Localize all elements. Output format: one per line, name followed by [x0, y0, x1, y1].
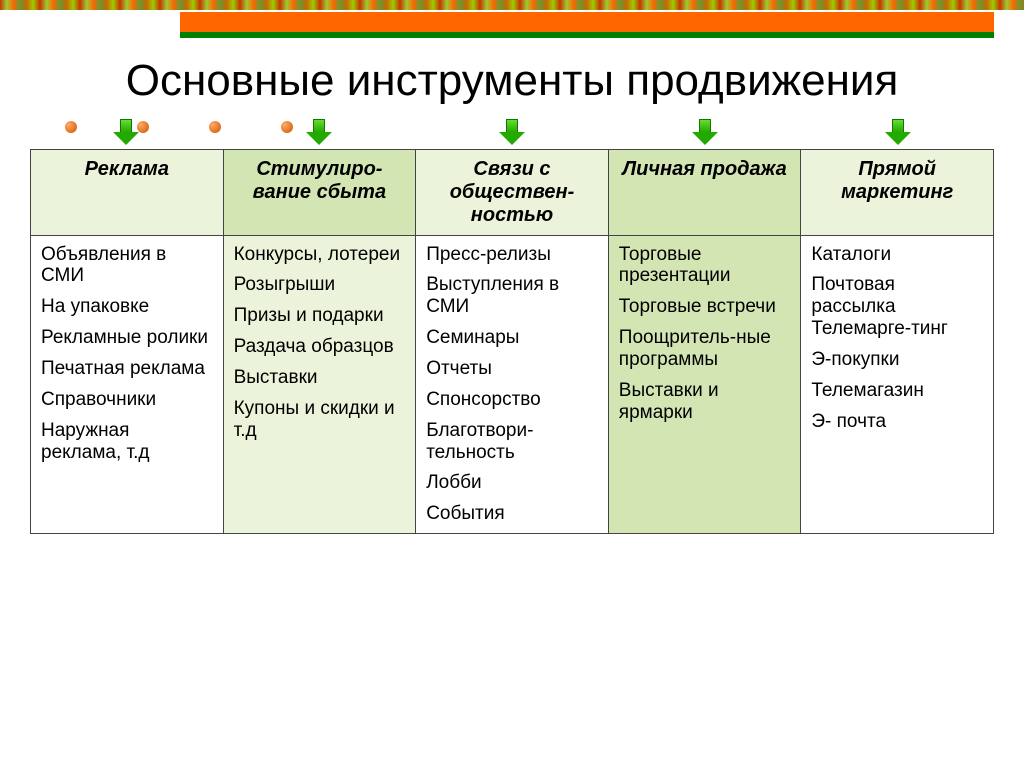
cell-item: На упаковке — [41, 296, 213, 318]
column-cell: Каталоги Почтовая рассылка Телемарге-тинг… — [801, 235, 994, 533]
down-arrow-icon — [499, 119, 525, 145]
cell-item: Спонсорство — [426, 389, 598, 411]
cell-item: Выставки и ярмарки — [619, 380, 791, 424]
down-arrow-icon — [306, 119, 332, 145]
bullet-icon — [209, 121, 221, 133]
cell-item: Справочники — [41, 389, 213, 411]
cell-item: Объявления в СМИ — [41, 244, 213, 288]
tools-table: РекламаСтимулиро-вание сбытаСвязи с обще… — [30, 149, 994, 534]
cell-item: Э- почта — [811, 411, 983, 433]
cell-item: Купоны и скидки и т.д — [234, 398, 406, 442]
bullet-icon — [281, 121, 293, 133]
column-header: Прямой маркетинг — [801, 149, 994, 235]
column-cell: Конкурсы, лотереи Розыгрыши Призы и подарк… — [223, 235, 416, 533]
column-header: Реклама — [31, 149, 224, 235]
down-arrow-icon — [885, 119, 911, 145]
cell-item: Выступления в СМИ — [426, 274, 598, 318]
down-arrow-icon — [113, 119, 139, 145]
bullet-icon — [65, 121, 77, 133]
cell-item: Торговые презентации — [619, 244, 791, 288]
arrows-row — [0, 119, 1024, 145]
cell-item: Рекламные ролики — [41, 327, 213, 349]
cell-item: Выставки — [234, 367, 406, 389]
cell-item: Телемагазин — [811, 380, 983, 402]
cell-item: Э-покупки — [811, 349, 983, 371]
green-accent-bar — [180, 32, 994, 38]
table-header-row: РекламаСтимулиро-вание сбытаСвязи с обще… — [31, 149, 994, 235]
decorative-top-strip — [0, 0, 1024, 10]
cell-item: События — [426, 503, 598, 525]
decorative-bullets — [65, 121, 293, 133]
cell-item: Призы и подарки — [234, 305, 406, 327]
slide-title: Основные инструменты продвижения — [0, 56, 1024, 107]
cell-item: Почтовая рассылка Телемарге-тинг — [811, 274, 983, 340]
column-header: Стимулиро-вание сбыта — [223, 149, 416, 235]
cell-item: Семинары — [426, 327, 598, 349]
table-body-row: Объявления в СМИ На упаковке Рекламные рол… — [31, 235, 994, 533]
cell-item: Конкурсы, лотереи — [234, 244, 406, 266]
cell-item: Отчеты — [426, 358, 598, 380]
cell-item: Печатная реклама — [41, 358, 213, 380]
cell-item: Поощритель-ные программы — [619, 327, 791, 371]
column-cell: Объявления в СМИ На упаковке Рекламные рол… — [31, 235, 224, 533]
column-cell: Пресс-релизы Выступления в СМИ Семинары Отч… — [416, 235, 609, 533]
cell-item: Розыгрыши — [234, 274, 406, 296]
cell-item: Каталоги — [811, 244, 983, 266]
orange-accent-bar — [180, 12, 994, 32]
cell-item: Раздача образцов — [234, 336, 406, 358]
cell-item: Наружная реклама, т.д — [41, 420, 213, 464]
cell-item: Пресс-релизы — [426, 244, 598, 266]
column-header: Связи с обществен-ностью — [416, 149, 609, 235]
cell-item: Торговые встречи — [619, 296, 791, 318]
column-cell: Торговые презентации Торговые встречи Поощ… — [608, 235, 801, 533]
cell-item: Лобби — [426, 472, 598, 494]
down-arrow-icon — [692, 119, 718, 145]
column-header: Личная продажа — [608, 149, 801, 235]
cell-item: Благотвори-тельность — [426, 420, 598, 464]
